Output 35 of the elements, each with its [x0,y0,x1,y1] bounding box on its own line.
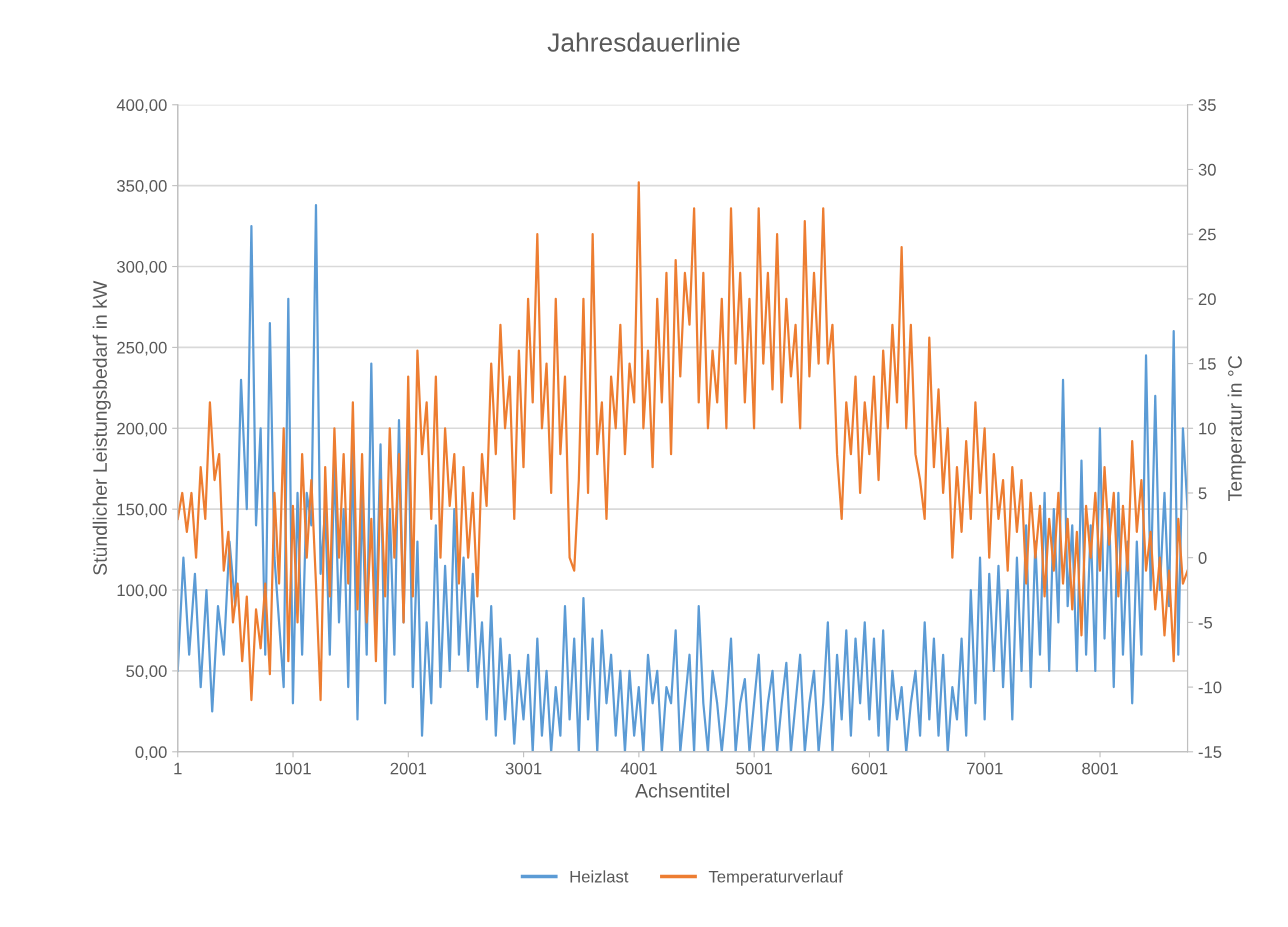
x-tick-label: 1001 [275,762,311,775]
y-tick-label: 200,00 [117,422,167,437]
y-axis-title: Stündlicher Leistungsbedarf in kW [92,280,111,575]
y2-tick-label: 30 [1198,163,1216,176]
y2-tick-label: -15 [1198,746,1222,758]
chart-title: Jahresdauerlinie [547,32,740,52]
y2-tick-label: 10 [1199,422,1216,435]
x-tick-label: 4001 [620,762,657,775]
y-tick-label: 400,00 [116,99,167,113]
y2-tick-label: -5 [1198,616,1213,629]
y-tick-label: 350,00 [116,180,167,194]
y2-tick-label: 0 [1198,552,1207,564]
y2-tick-label: 15 [1199,358,1216,370]
y-tick-label: 50,00 [126,665,167,680]
y2-tick-label: 5 [1198,487,1207,500]
y-tick-label: 150,00 [117,503,167,518]
y-tick-label: 0,00 [135,746,167,760]
y2-tick-label: 35 [1198,99,1216,111]
x-tick-label: 7001 [967,762,1003,775]
y-tick-label: 300,00 [116,260,167,275]
y2-tick-label: 25 [1198,228,1216,241]
x-tick-label: 2001 [390,762,427,775]
x-tick-label: 5001 [736,762,772,775]
y-tick-label: 250,00 [117,341,167,356]
x-axis-title: Achsentitel [635,783,729,798]
legend-label: Heizlast [570,870,629,883]
x-tick-label: 6001 [851,762,888,775]
x-tick-label: 1 [174,762,182,775]
x-tick-label: 8001 [1082,762,1118,775]
y2-tick-label: -10 [1198,681,1222,694]
y2-axis-title: Temperatur in °C [1227,355,1246,501]
y2-tick-label: 20 [1198,293,1216,306]
y-tick-label: 100,00 [117,584,167,599]
legend-label: Temperaturverlauf [708,870,843,886]
x-tick-label: 3001 [505,762,542,775]
